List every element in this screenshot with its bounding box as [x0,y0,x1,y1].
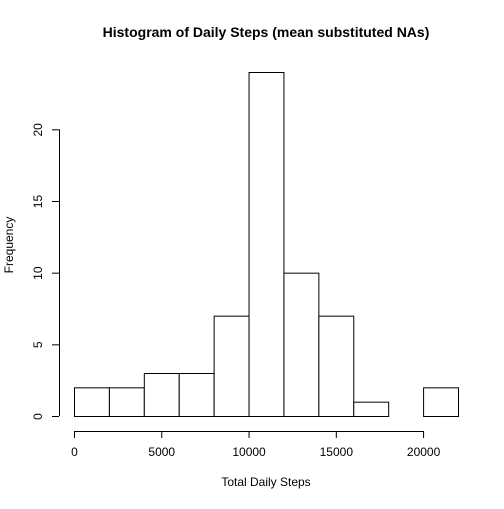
x-tick-label: 0 [71,445,78,459]
y-tick-label: 15 [31,195,45,209]
x-axis-title: Total Daily Steps [221,475,310,489]
histogram-bar [143,373,180,417]
y-tick-label: 5 [31,341,45,348]
histogram-bar [248,72,285,417]
histogram-bar [108,387,145,418]
x-tick-label: 20000 [407,445,441,459]
x-axis: 0 5000 10000 15000 20000 [71,431,441,459]
histogram-bar [74,387,110,418]
y-axis: 0 5 10 15 20 [31,123,60,420]
y-axis-title: Frequency [2,217,16,274]
bars-group [74,72,460,418]
x-tick-label: 5000 [148,445,175,459]
histogram-bar [353,401,390,417]
histogram-bar [178,373,215,417]
x-tick-label: 15000 [320,445,354,459]
histogram-bar [283,272,320,417]
chart-title: Histogram of Daily Steps (mean substitut… [103,24,430,40]
histogram-bar [318,315,355,417]
histogram-bar [213,315,250,417]
y-tick-label: 0 [31,413,45,420]
x-tick-label: 10000 [232,445,266,459]
histogram-bar [423,387,460,418]
y-tick-label: 20 [31,123,45,137]
y-tick-label: 10 [31,266,45,280]
